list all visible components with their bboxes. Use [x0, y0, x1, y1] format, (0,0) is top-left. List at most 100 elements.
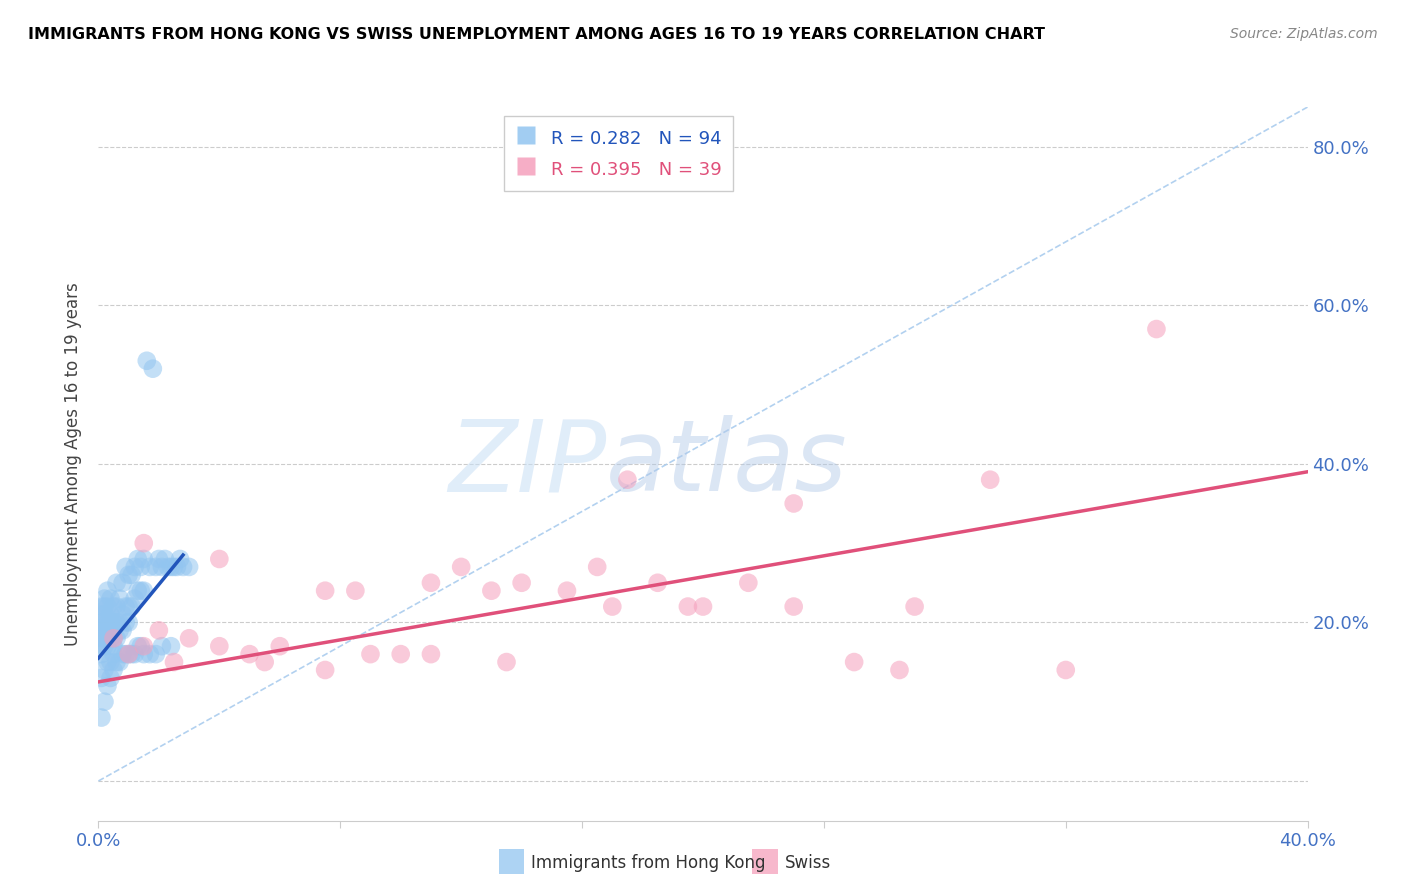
Point — [96, 655, 118, 669]
Point — [148, 624, 170, 638]
Point — [114, 615, 136, 630]
Point — [100, 632, 122, 646]
Point — [114, 647, 136, 661]
Point — [450, 560, 472, 574]
Point — [555, 583, 578, 598]
Point — [1054, 663, 1077, 677]
Point — [103, 639, 125, 653]
Point — [344, 583, 367, 598]
Point — [163, 560, 186, 574]
Point — [132, 583, 155, 598]
Text: Immigrants from Hong Kong: Immigrants from Hong Kong — [531, 855, 766, 872]
Point — [129, 583, 152, 598]
Point — [139, 647, 162, 661]
Point — [169, 552, 191, 566]
Point — [616, 473, 638, 487]
Point — [208, 639, 231, 653]
Point — [121, 599, 143, 614]
Point — [103, 615, 125, 630]
Point — [100, 591, 122, 606]
Point — [100, 671, 122, 685]
Point — [139, 560, 162, 574]
Point — [124, 591, 146, 606]
Point — [93, 695, 115, 709]
Point — [105, 632, 128, 646]
Point — [166, 560, 188, 574]
Point — [737, 575, 759, 590]
Point — [108, 591, 131, 606]
Point — [96, 599, 118, 614]
Point — [647, 575, 669, 590]
Point — [145, 560, 167, 574]
Point — [105, 615, 128, 630]
Point — [676, 599, 699, 614]
Point — [135, 353, 157, 368]
Y-axis label: Unemployment Among Ages 16 to 19 years: Unemployment Among Ages 16 to 19 years — [65, 282, 83, 646]
Point — [90, 607, 112, 622]
Point — [602, 599, 624, 614]
Point — [90, 615, 112, 630]
Point — [111, 624, 134, 638]
Point — [979, 473, 1001, 487]
Point — [127, 552, 149, 566]
Text: Swiss: Swiss — [785, 855, 831, 872]
Point — [96, 679, 118, 693]
Point — [108, 624, 131, 638]
Point — [100, 655, 122, 669]
Point — [132, 647, 155, 661]
Point — [692, 599, 714, 614]
Point — [90, 599, 112, 614]
Point — [132, 552, 155, 566]
Point — [889, 663, 911, 677]
Point — [96, 639, 118, 653]
Point — [253, 655, 276, 669]
Point — [179, 560, 201, 574]
Point — [586, 560, 609, 574]
Point — [96, 583, 118, 598]
Text: IMMIGRANTS FROM HONG KONG VS SWISS UNEMPLOYMENT AMONG AGES 16 TO 19 YEARS CORREL: IMMIGRANTS FROM HONG KONG VS SWISS UNEMP… — [28, 27, 1045, 42]
Point — [132, 536, 155, 550]
Point — [127, 639, 149, 653]
Point — [150, 639, 173, 653]
Point — [314, 663, 336, 677]
Point — [103, 632, 125, 646]
Point — [150, 560, 173, 574]
Point — [172, 560, 194, 574]
Point — [96, 624, 118, 638]
Point — [105, 599, 128, 614]
Point — [103, 632, 125, 646]
Legend: R = 0.282   N = 94, R = 0.395   N = 39: R = 0.282 N = 94, R = 0.395 N = 39 — [505, 116, 733, 191]
Point — [142, 361, 165, 376]
Point — [156, 560, 179, 574]
Point — [103, 647, 125, 661]
Point — [179, 632, 201, 646]
Point — [93, 599, 115, 614]
Point — [103, 663, 125, 677]
Point — [420, 575, 443, 590]
Point — [90, 647, 112, 661]
Point — [783, 496, 806, 510]
Point — [160, 560, 183, 574]
Point — [100, 615, 122, 630]
Point — [783, 599, 806, 614]
Point — [105, 575, 128, 590]
Point — [114, 599, 136, 614]
Point — [121, 567, 143, 582]
Point — [100, 624, 122, 638]
Point — [904, 599, 927, 614]
Point — [132, 639, 155, 653]
Point — [96, 615, 118, 630]
Point — [118, 647, 141, 661]
Point — [93, 639, 115, 653]
Point — [114, 560, 136, 574]
Point — [90, 632, 112, 646]
Point — [127, 583, 149, 598]
Point — [121, 647, 143, 661]
Point — [124, 560, 146, 574]
Point — [93, 607, 115, 622]
Point — [111, 607, 134, 622]
Text: ZIP: ZIP — [449, 416, 606, 512]
Point — [495, 655, 517, 669]
Point — [93, 632, 115, 646]
Point — [108, 615, 131, 630]
